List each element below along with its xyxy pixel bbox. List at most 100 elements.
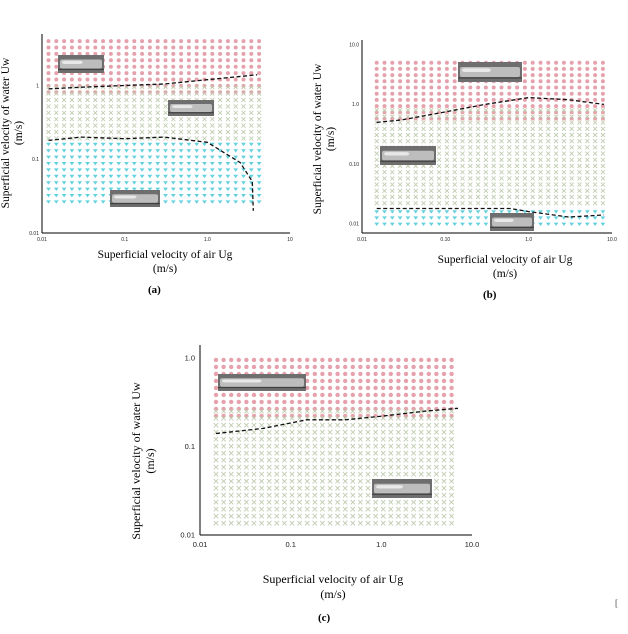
data-point xyxy=(357,471,363,477)
data-point xyxy=(274,429,280,435)
data-point xyxy=(380,506,386,512)
data-point xyxy=(147,142,153,147)
data-point xyxy=(426,371,431,377)
data-point xyxy=(186,200,192,204)
data-point xyxy=(93,51,98,56)
data-point xyxy=(395,513,401,519)
data-point xyxy=(530,79,535,84)
data-point xyxy=(163,110,168,116)
data-point xyxy=(419,385,424,391)
data-point xyxy=(350,357,355,363)
data-point xyxy=(389,132,395,138)
data-point xyxy=(584,138,590,144)
data-point xyxy=(241,45,246,50)
data-point xyxy=(209,155,215,159)
data-point xyxy=(249,77,254,82)
data-point xyxy=(538,114,543,119)
data-point xyxy=(171,39,176,44)
data-point xyxy=(483,91,488,96)
data-point xyxy=(553,145,559,150)
data-point xyxy=(452,222,458,226)
data-point xyxy=(194,155,200,159)
data-point xyxy=(225,45,230,50)
data-point xyxy=(312,436,318,442)
data-point xyxy=(46,104,51,109)
data-point xyxy=(553,126,559,132)
data-point xyxy=(449,399,454,405)
data-point xyxy=(221,392,226,398)
data-point xyxy=(395,429,401,435)
data-point xyxy=(244,364,249,370)
data-point xyxy=(236,485,242,491)
data-point xyxy=(397,138,403,144)
data-point xyxy=(213,422,219,428)
data-point xyxy=(467,145,473,150)
data-point xyxy=(304,429,310,435)
data-point xyxy=(251,464,257,470)
data-point xyxy=(170,155,176,159)
data-point xyxy=(233,83,238,88)
data-point xyxy=(305,378,310,384)
data-point xyxy=(305,385,310,391)
data-point xyxy=(194,194,200,198)
data-point xyxy=(522,104,527,109)
data-point xyxy=(374,222,380,226)
data-point xyxy=(116,123,122,128)
data-point xyxy=(350,471,356,477)
data-point xyxy=(251,429,257,435)
data-point xyxy=(312,422,318,428)
chart-c-panel-label: (c) xyxy=(318,612,331,624)
data-point xyxy=(186,194,192,198)
data-point xyxy=(100,194,106,198)
data-point xyxy=(304,422,310,428)
data-point xyxy=(577,104,582,109)
data-point xyxy=(522,107,528,113)
data-point xyxy=(444,176,450,181)
data-point xyxy=(147,187,153,191)
data-point xyxy=(108,142,114,147)
data-point xyxy=(282,399,287,405)
data-point xyxy=(236,413,241,419)
data-point xyxy=(358,378,363,384)
data-point xyxy=(449,464,455,470)
data-point xyxy=(411,450,417,456)
data-point xyxy=(202,71,207,76)
data-point xyxy=(476,97,481,102)
data-point xyxy=(297,415,303,421)
data-point xyxy=(577,216,582,220)
data-point xyxy=(365,436,371,442)
data-point xyxy=(592,222,598,226)
data-point xyxy=(449,364,454,370)
data-point xyxy=(100,162,106,166)
data-point xyxy=(365,492,371,498)
data-point xyxy=(350,492,356,498)
data-point xyxy=(61,142,67,147)
data-point xyxy=(390,97,395,102)
data-point xyxy=(163,51,168,56)
data-point xyxy=(61,110,67,116)
data-point xyxy=(327,408,333,414)
data-point xyxy=(444,104,449,109)
data-point xyxy=(256,91,262,96)
data-point xyxy=(405,176,411,181)
data-point xyxy=(388,471,394,477)
data-point xyxy=(124,90,129,95)
data-point xyxy=(357,464,363,470)
data-point xyxy=(319,492,325,498)
data-point xyxy=(131,168,137,172)
data-point xyxy=(437,97,442,102)
data-point xyxy=(213,392,219,398)
data-point xyxy=(132,58,137,63)
data-point xyxy=(225,91,231,96)
data-point xyxy=(395,436,401,442)
data-point xyxy=(452,138,458,144)
data-point xyxy=(139,187,145,191)
data-point xyxy=(389,182,395,187)
data-point xyxy=(236,408,242,414)
data-point xyxy=(365,406,371,412)
data-point xyxy=(514,157,520,163)
data-point xyxy=(85,123,90,128)
data-point xyxy=(429,91,434,96)
data-point xyxy=(335,399,340,405)
data-point xyxy=(515,97,520,102)
